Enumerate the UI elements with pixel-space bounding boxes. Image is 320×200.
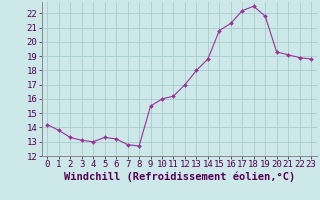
X-axis label: Windchill (Refroidissement éolien,°C): Windchill (Refroidissement éolien,°C) (64, 172, 295, 182)
